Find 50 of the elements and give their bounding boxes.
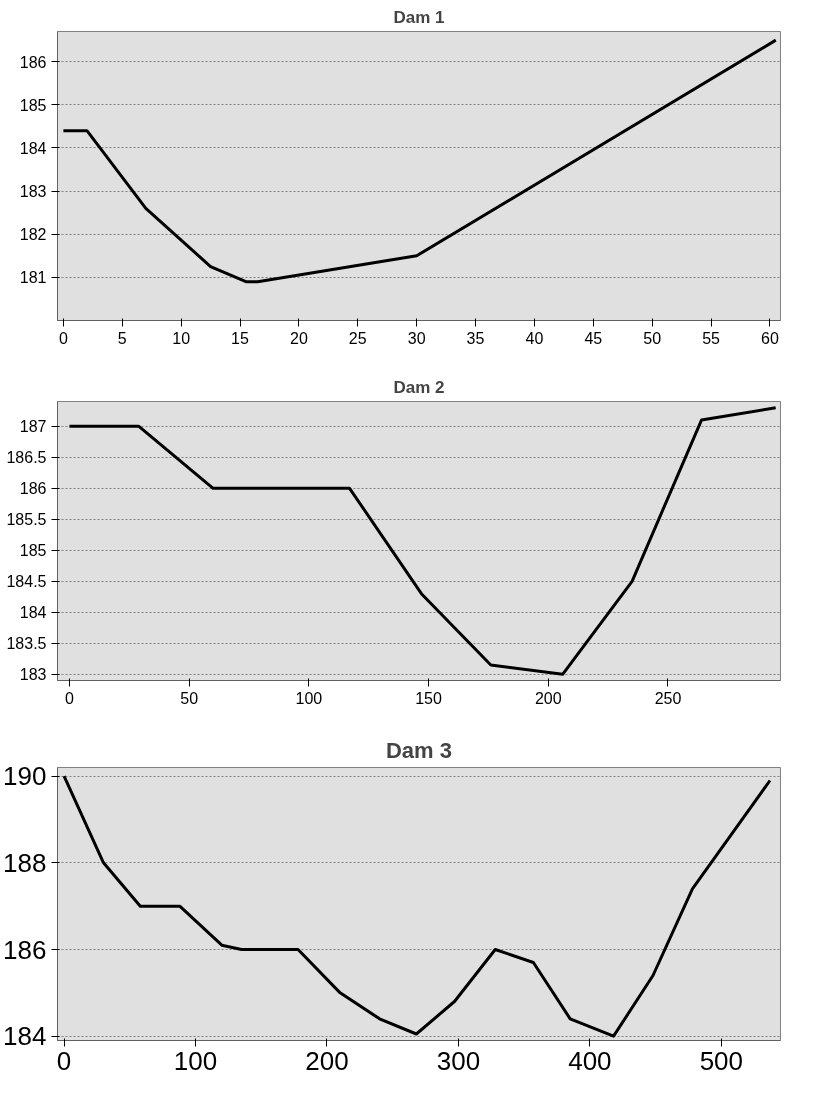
x-tick-label: 250 (654, 689, 682, 707)
y-tick-label: 182 (19, 226, 47, 244)
y-tick-label: 183 (19, 183, 47, 201)
x-tick-label: 0 (56, 1045, 72, 1076)
y-tick-label: 188 (3, 847, 47, 878)
x-tick-label: 35 (466, 329, 485, 347)
x-tick-label: 200 (305, 1045, 349, 1076)
y-tick-label: 185 (19, 542, 47, 560)
chart-title: Dam 3 (385, 737, 453, 763)
y-tick-label: 181 (19, 269, 47, 287)
y-tick-label: 186.5 (6, 449, 47, 467)
chart-title: Dam 2 (393, 377, 445, 397)
x-tick-label: 10 (172, 329, 191, 347)
line-series (67, 406, 778, 676)
y-tick-label: 184 (3, 1021, 47, 1052)
chart-title: Dam 1 (393, 7, 445, 27)
x-tick-label: 100 (295, 689, 323, 707)
y-tick-label: 185 (19, 96, 47, 114)
x-tick-label: 300 (436, 1045, 481, 1076)
x-tick-label: 0 (65, 689, 75, 707)
line-series (61, 38, 778, 284)
y-tick-label: 184 (19, 139, 47, 157)
x-tick-label: 60 (761, 329, 779, 347)
y-tick-label: 186 (19, 53, 47, 71)
y-tick-label: 184.5 (6, 573, 47, 591)
y-tick-label: 183.5 (6, 635, 47, 653)
x-tick-label: 150 (415, 689, 443, 707)
x-tick-label: 500 (699, 1045, 744, 1076)
x-tick-label: 50 (180, 689, 199, 707)
y-tick-label: 183 (19, 666, 47, 684)
x-tick-label: 45 (584, 329, 603, 347)
y-tick-label: 187 (19, 418, 47, 436)
y-tick-label: 184 (19, 604, 47, 622)
x-tick-label: 25 (348, 329, 367, 347)
x-tick-label: 15 (231, 329, 250, 347)
x-tick-label: 55 (702, 329, 721, 347)
x-tick-label: 200 (534, 689, 562, 707)
y-tick-label: 185.5 (6, 511, 47, 529)
x-tick-label: 0 (58, 329, 68, 347)
x-tick-label: 40 (525, 329, 544, 347)
x-tick-label: 30 (407, 329, 426, 347)
y-tick-label: 186 (19, 480, 47, 498)
y-tick-label: 186 (3, 934, 47, 965)
line-series (62, 774, 772, 1038)
y-tick-label: 190 (3, 761, 47, 792)
x-tick-label: 5 (117, 329, 127, 347)
x-tick-label: 50 (643, 329, 662, 347)
x-tick-label: 400 (568, 1045, 612, 1076)
x-tick-label: 20 (289, 329, 308, 347)
x-tick-label: 100 (173, 1045, 218, 1076)
